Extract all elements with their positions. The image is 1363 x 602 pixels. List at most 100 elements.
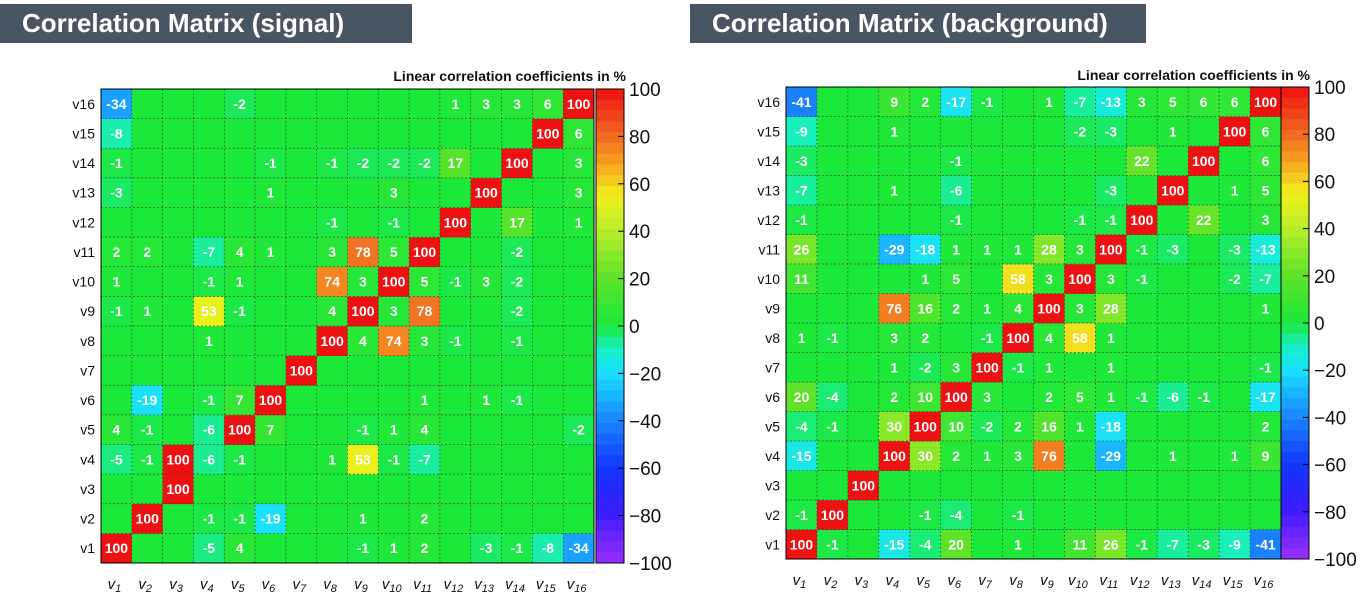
heatmap-cell bbox=[940, 116, 972, 147]
cell-value-label: 53 bbox=[355, 451, 371, 467]
heatmap-cell bbox=[501, 237, 533, 268]
heatmap-cell bbox=[1157, 500, 1189, 530]
heatmap-cell bbox=[285, 414, 317, 445]
heatmap-cell bbox=[816, 411, 849, 442]
x-tick-label: v2 bbox=[824, 572, 838, 591]
heatmap-cell bbox=[532, 89, 564, 119]
y-tick-label: v13 bbox=[72, 185, 95, 201]
heatmap-cell bbox=[971, 529, 1003, 560]
heatmap-cell bbox=[101, 533, 133, 564]
cell-value-label: 1 bbox=[359, 511, 367, 527]
y-tick-label: v10 bbox=[757, 271, 780, 287]
heatmap-cell bbox=[1219, 352, 1251, 383]
colorbar-tick-label: 80 bbox=[629, 127, 650, 148]
cell-value-label: 1 bbox=[1262, 300, 1270, 316]
y-tick-label: v10 bbox=[72, 274, 95, 290]
cell-value-label: 4 bbox=[421, 422, 429, 438]
colorbar-segment bbox=[596, 132, 624, 144]
heatmap-cell bbox=[1157, 352, 1189, 383]
heatmap-cell bbox=[1188, 411, 1220, 442]
cell-value-label: -1 bbox=[203, 274, 216, 290]
cell-value-label: -1 bbox=[511, 333, 524, 349]
heatmap-cell bbox=[101, 148, 133, 179]
heatmap-cell bbox=[501, 444, 533, 475]
heatmap-cell bbox=[501, 266, 533, 297]
heatmap-cell bbox=[816, 87, 849, 117]
heatmap-cell bbox=[940, 470, 972, 501]
heatmap-cell bbox=[224, 148, 256, 179]
heatmap-cell bbox=[847, 500, 880, 530]
x-tick-label: v16 bbox=[567, 576, 588, 595]
heatmap-cell bbox=[378, 296, 410, 327]
heatmap-cell bbox=[1250, 411, 1282, 442]
heatmap-cell bbox=[285, 118, 317, 149]
heatmap-cell bbox=[347, 237, 379, 268]
heatmap-cell bbox=[1219, 205, 1251, 235]
y-tick-label: v6 bbox=[80, 392, 95, 408]
heatmap-cell bbox=[847, 323, 880, 353]
cell-value-label: 3 bbox=[359, 274, 367, 290]
heatmap-cell bbox=[285, 355, 317, 386]
heatmap-cell bbox=[409, 237, 441, 268]
heatmap-cell bbox=[470, 503, 502, 534]
heatmap-cell bbox=[409, 503, 441, 534]
heatmap-cell bbox=[878, 470, 911, 501]
heatmap-cell bbox=[816, 264, 849, 294]
colorbar-segment bbox=[1281, 323, 1309, 335]
heatmap-cell bbox=[1126, 205, 1158, 235]
heatmap-cell bbox=[470, 444, 502, 475]
cell-value-label: -1 bbox=[1259, 359, 1272, 375]
colorbar-segment bbox=[596, 336, 624, 348]
heatmap-cell bbox=[409, 414, 441, 445]
heatmap-cell bbox=[940, 175, 972, 206]
heatmap-cell bbox=[285, 148, 317, 179]
heatmap-cell bbox=[847, 264, 880, 294]
cell-value-label: 1 bbox=[798, 330, 806, 346]
colorbar-segment bbox=[596, 444, 624, 456]
colorbar-segment bbox=[1281, 194, 1309, 206]
cell-value-label: -2 bbox=[511, 244, 524, 260]
cell-value-label: 3 bbox=[390, 185, 398, 201]
heatmap-cell bbox=[1219, 323, 1251, 353]
heatmap-cell bbox=[101, 296, 133, 327]
heatmap-cell bbox=[940, 87, 972, 117]
cell-value-label: -7 bbox=[418, 451, 431, 467]
heatmap-cell bbox=[255, 503, 287, 534]
cell-value-label: 1 bbox=[236, 274, 244, 290]
cell-value-label: -7 bbox=[1074, 94, 1087, 110]
heatmap-cell bbox=[786, 352, 818, 383]
colorbar-segment bbox=[596, 552, 624, 564]
cell-value-label: -8 bbox=[110, 125, 123, 141]
colorbar-segment bbox=[596, 272, 624, 284]
y-tick-label: v3 bbox=[80, 481, 95, 497]
cell-value-label: 30 bbox=[886, 418, 902, 434]
colorbar-tick-label: 60 bbox=[1314, 172, 1335, 193]
colorbar-segment bbox=[596, 326, 624, 338]
heatmap-cell bbox=[1033, 470, 1065, 501]
cell-value-label: -3 bbox=[1166, 241, 1179, 257]
heatmap-cell bbox=[285, 177, 317, 208]
cell-value-label: -4 bbox=[795, 418, 808, 434]
cell-value-label: 100 bbox=[1037, 300, 1061, 316]
heatmap-cell bbox=[439, 444, 472, 475]
colorbar-tick-label: 40 bbox=[1314, 220, 1335, 241]
colorbar-segment bbox=[596, 401, 624, 413]
heatmap-cell bbox=[347, 118, 379, 149]
cell-value-label: 58 bbox=[1010, 271, 1026, 287]
cell-value-label: 1 bbox=[1231, 182, 1239, 198]
heatmap-cell bbox=[378, 503, 410, 534]
heatmap-cell bbox=[1095, 146, 1127, 176]
heatmap-cell bbox=[940, 146, 972, 176]
heatmap-cell bbox=[816, 323, 849, 353]
heatmap-cell bbox=[224, 355, 256, 386]
cell-value-label: -2 bbox=[919, 359, 932, 375]
heatmap-cell bbox=[285, 89, 317, 119]
heatmap-cell bbox=[131, 237, 163, 268]
cell-value-label: -1 bbox=[357, 540, 370, 556]
heatmap-cell bbox=[162, 444, 194, 475]
x-tick-label: v8 bbox=[1009, 572, 1024, 591]
heatmap-cell bbox=[224, 533, 256, 564]
heatmap-cell bbox=[1250, 293, 1282, 324]
heatmap-cell bbox=[1126, 293, 1158, 324]
heatmap-cell bbox=[409, 444, 441, 475]
